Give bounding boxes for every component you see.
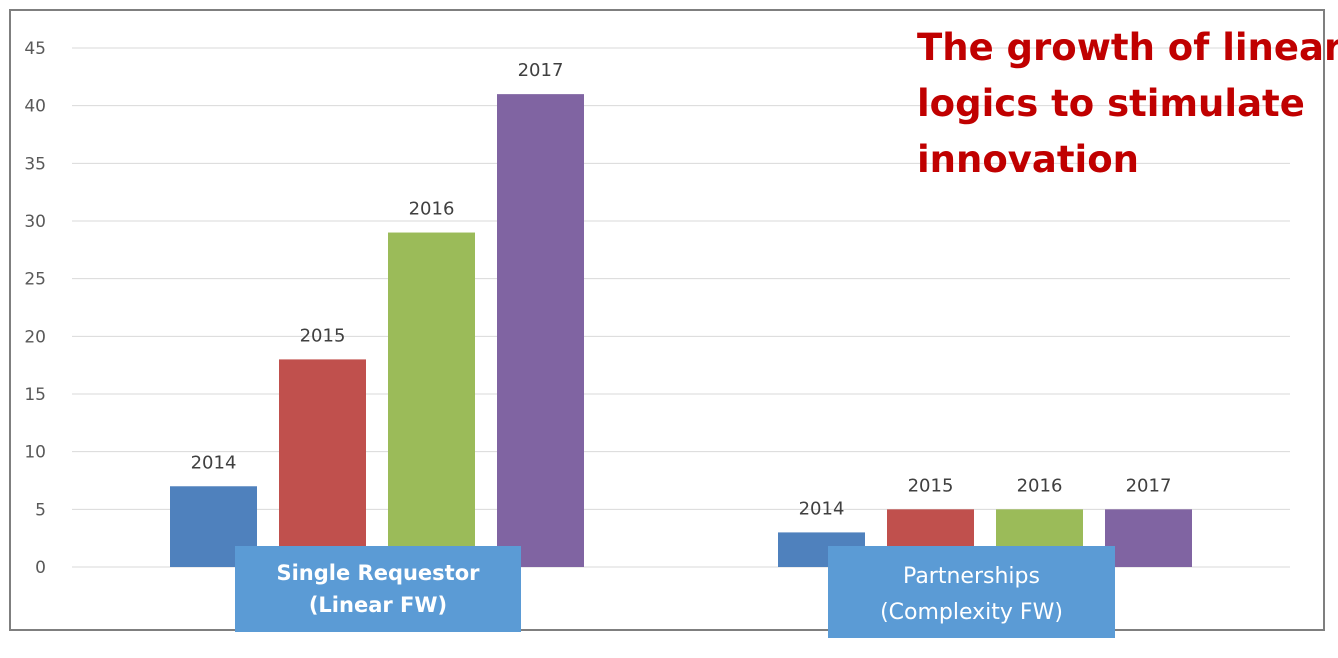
y-tick-label: 40 — [24, 97, 46, 117]
bar-data-label: 2014 — [191, 452, 237, 473]
bar-data-label: 2017 — [1126, 475, 1172, 496]
y-axis-ticks: 0 5 10 15 20 25 30 35 40 45 — [24, 39, 46, 578]
y-tick-label: 0 — [35, 558, 46, 578]
chart-title-line: The growth of linear — [917, 26, 1338, 69]
bar-data-label: 2016 — [1017, 475, 1063, 496]
data-labels: 2014 2015 2016 2017 2014 2015 2016 2017 — [191, 60, 1172, 519]
category-label: (Complexity FW) — [880, 600, 1063, 625]
chart-title-line: innovation — [917, 138, 1139, 181]
bar-data-label: 2017 — [518, 60, 564, 81]
category-label-box — [235, 546, 521, 632]
chart-title: The growth of linear logics to stimulate i… — [917, 26, 1338, 181]
y-tick-label: 20 — [24, 327, 46, 347]
y-tick-label: 30 — [24, 212, 46, 232]
bar-2016-1 — [388, 232, 475, 568]
bar-data-label: 2015 — [908, 475, 954, 496]
bar-data-label: 2014 — [799, 498, 845, 519]
y-tick-label: 10 — [24, 443, 46, 463]
bar-data-label: 2016 — [409, 199, 455, 220]
bar-2015-1 — [279, 359, 366, 567]
y-tick-label: 5 — [35, 500, 46, 520]
category-labels: Single Requestor (Linear FW) Partnerships (… — [235, 546, 1115, 638]
y-tick-label: 25 — [24, 270, 46, 290]
bar-2017-1 — [497, 94, 584, 567]
chart-title-line: logics to stimulate — [917, 82, 1305, 125]
bars — [170, 94, 1192, 568]
bar-data-label: 2015 — [300, 325, 346, 346]
category-label: (Linear FW) — [309, 593, 447, 617]
y-tick-label: 15 — [24, 385, 46, 405]
category-label-box — [828, 546, 1115, 638]
category-label: Partnerships — [903, 564, 1040, 589]
category-label: Single Requestor — [276, 561, 480, 585]
y-tick-label: 35 — [24, 154, 46, 174]
y-tick-label: 45 — [24, 39, 46, 59]
bar-2017-2 — [1105, 509, 1192, 567]
